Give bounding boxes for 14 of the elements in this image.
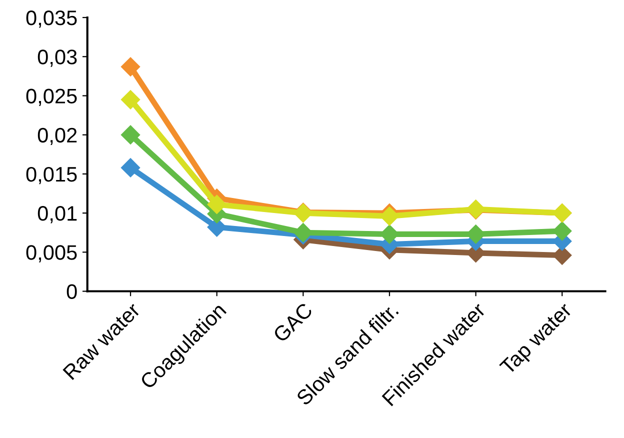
y-tick-label: 0,03 (38, 50, 77, 67)
point (120, 90, 140, 110)
y-tick-label: 0,025 (26, 88, 77, 106)
y-tick-label: 0,01 (38, 206, 77, 224)
point (120, 158, 140, 178)
y-tick-label: 0,005 (26, 245, 77, 262)
point (207, 194, 226, 214)
y-tick-label: 0,015 (26, 166, 77, 184)
point (120, 125, 140, 144)
y-tick-label: 0,02 (38, 128, 77, 146)
point (120, 57, 140, 76)
point (552, 222, 572, 241)
y-tick-label: 0 (66, 284, 77, 300)
y-tick-label: 0,035 (26, 10, 77, 28)
